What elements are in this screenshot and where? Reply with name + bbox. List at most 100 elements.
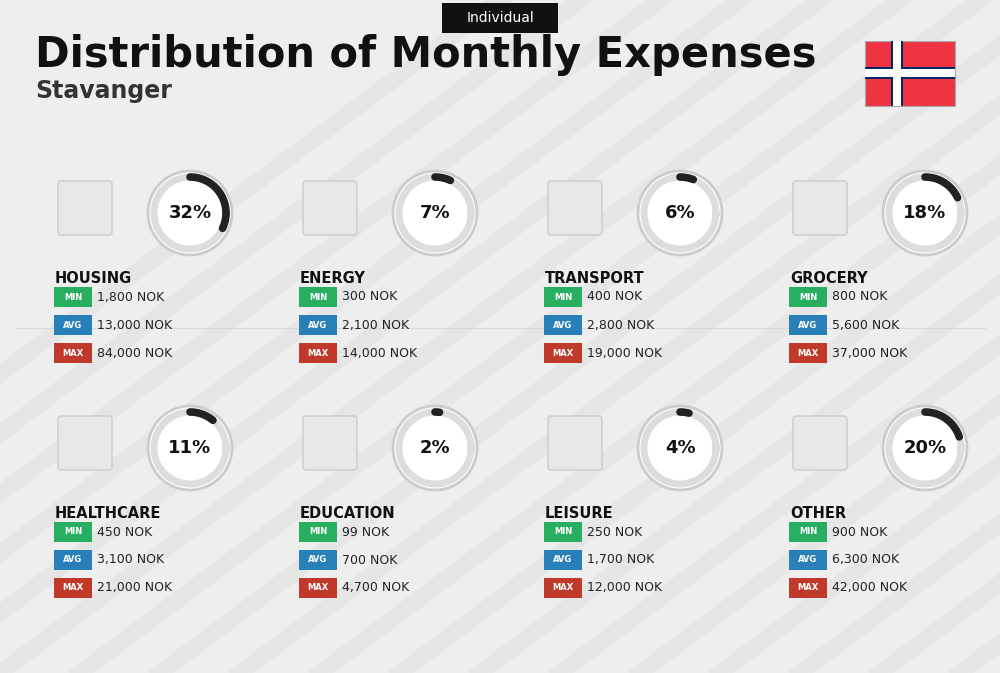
Text: MIN: MIN	[554, 293, 572, 302]
FancyBboxPatch shape	[793, 416, 847, 470]
FancyBboxPatch shape	[789, 343, 827, 363]
FancyBboxPatch shape	[54, 550, 92, 570]
Text: 20%: 20%	[903, 439, 947, 457]
FancyBboxPatch shape	[442, 3, 558, 33]
FancyBboxPatch shape	[865, 69, 955, 77]
Circle shape	[638, 171, 722, 255]
Text: 2,100 NOK: 2,100 NOK	[342, 318, 409, 332]
Text: AVG: AVG	[798, 320, 818, 330]
FancyBboxPatch shape	[303, 181, 357, 235]
FancyBboxPatch shape	[58, 416, 112, 470]
FancyBboxPatch shape	[548, 181, 602, 235]
Text: AVG: AVG	[63, 555, 83, 565]
FancyBboxPatch shape	[793, 181, 847, 235]
Text: 3,100 NOK: 3,100 NOK	[97, 553, 164, 567]
FancyBboxPatch shape	[58, 181, 112, 235]
FancyBboxPatch shape	[299, 522, 337, 542]
Circle shape	[638, 406, 722, 490]
Circle shape	[148, 406, 232, 490]
Text: AVG: AVG	[63, 320, 83, 330]
FancyBboxPatch shape	[865, 67, 955, 79]
Circle shape	[393, 406, 477, 490]
Text: MIN: MIN	[799, 528, 817, 536]
FancyBboxPatch shape	[54, 287, 92, 307]
FancyBboxPatch shape	[544, 578, 582, 598]
Text: HOUSING: HOUSING	[55, 271, 132, 286]
Text: 2,800 NOK: 2,800 NOK	[587, 318, 654, 332]
Text: 5,600 NOK: 5,600 NOK	[832, 318, 899, 332]
Text: MAX: MAX	[552, 349, 574, 357]
Text: AVG: AVG	[553, 555, 573, 565]
Text: 450 NOK: 450 NOK	[97, 526, 152, 538]
Text: 2%: 2%	[420, 439, 450, 457]
Text: 300 NOK: 300 NOK	[342, 291, 397, 304]
Text: MAX: MAX	[62, 583, 84, 592]
FancyBboxPatch shape	[299, 343, 337, 363]
Text: MAX: MAX	[62, 349, 84, 357]
FancyBboxPatch shape	[544, 315, 582, 335]
Text: MAX: MAX	[797, 349, 819, 357]
Circle shape	[148, 171, 232, 255]
FancyBboxPatch shape	[303, 416, 357, 470]
Text: MAX: MAX	[307, 349, 329, 357]
Text: AVG: AVG	[308, 555, 328, 565]
Circle shape	[883, 406, 967, 490]
Text: TRANSPORT: TRANSPORT	[545, 271, 645, 286]
Text: MIN: MIN	[64, 293, 82, 302]
Text: MAX: MAX	[552, 583, 574, 592]
Text: 6,300 NOK: 6,300 NOK	[832, 553, 899, 567]
Text: AVG: AVG	[308, 320, 328, 330]
FancyBboxPatch shape	[54, 315, 92, 335]
Text: MAX: MAX	[797, 583, 819, 592]
Text: 18%: 18%	[903, 204, 947, 222]
Text: MIN: MIN	[799, 293, 817, 302]
Text: 99 NOK: 99 NOK	[342, 526, 389, 538]
Text: 11%: 11%	[168, 439, 212, 457]
Text: MIN: MIN	[554, 528, 572, 536]
Text: AVG: AVG	[553, 320, 573, 330]
FancyBboxPatch shape	[789, 522, 827, 542]
FancyBboxPatch shape	[789, 315, 827, 335]
Text: ENERGY: ENERGY	[300, 271, 366, 286]
Circle shape	[393, 171, 477, 255]
Text: 700 NOK: 700 NOK	[342, 553, 397, 567]
Text: GROCERY: GROCERY	[790, 271, 868, 286]
Text: 250 NOK: 250 NOK	[587, 526, 642, 538]
Text: 1,700 NOK: 1,700 NOK	[587, 553, 654, 567]
Text: 7%: 7%	[420, 204, 450, 222]
Text: 900 NOK: 900 NOK	[832, 526, 887, 538]
FancyBboxPatch shape	[54, 522, 92, 542]
FancyBboxPatch shape	[789, 287, 827, 307]
FancyBboxPatch shape	[544, 522, 582, 542]
FancyBboxPatch shape	[544, 550, 582, 570]
FancyBboxPatch shape	[891, 40, 902, 106]
FancyBboxPatch shape	[54, 343, 92, 363]
Text: 4%: 4%	[665, 439, 695, 457]
FancyBboxPatch shape	[544, 343, 582, 363]
Text: 1,800 NOK: 1,800 NOK	[97, 291, 164, 304]
Text: MIN: MIN	[309, 528, 327, 536]
FancyBboxPatch shape	[789, 578, 827, 598]
Text: AVG: AVG	[798, 555, 818, 565]
Text: 400 NOK: 400 NOK	[587, 291, 642, 304]
FancyBboxPatch shape	[544, 287, 582, 307]
Text: 32%: 32%	[168, 204, 212, 222]
FancyBboxPatch shape	[299, 550, 337, 570]
Text: 21,000 NOK: 21,000 NOK	[97, 581, 172, 594]
Text: HEALTHCARE: HEALTHCARE	[55, 506, 161, 521]
FancyBboxPatch shape	[893, 40, 900, 106]
Text: Individual: Individual	[466, 11, 534, 25]
Text: 19,000 NOK: 19,000 NOK	[587, 347, 662, 359]
FancyBboxPatch shape	[299, 315, 337, 335]
Text: OTHER: OTHER	[790, 506, 846, 521]
Text: MAX: MAX	[307, 583, 329, 592]
Text: MIN: MIN	[64, 528, 82, 536]
Text: 12,000 NOK: 12,000 NOK	[587, 581, 662, 594]
Text: Stavanger: Stavanger	[35, 79, 172, 103]
Text: 6%: 6%	[665, 204, 695, 222]
FancyBboxPatch shape	[548, 416, 602, 470]
Text: 42,000 NOK: 42,000 NOK	[832, 581, 907, 594]
Text: 13,000 NOK: 13,000 NOK	[97, 318, 172, 332]
Text: EDUCATION: EDUCATION	[300, 506, 396, 521]
FancyBboxPatch shape	[299, 287, 337, 307]
